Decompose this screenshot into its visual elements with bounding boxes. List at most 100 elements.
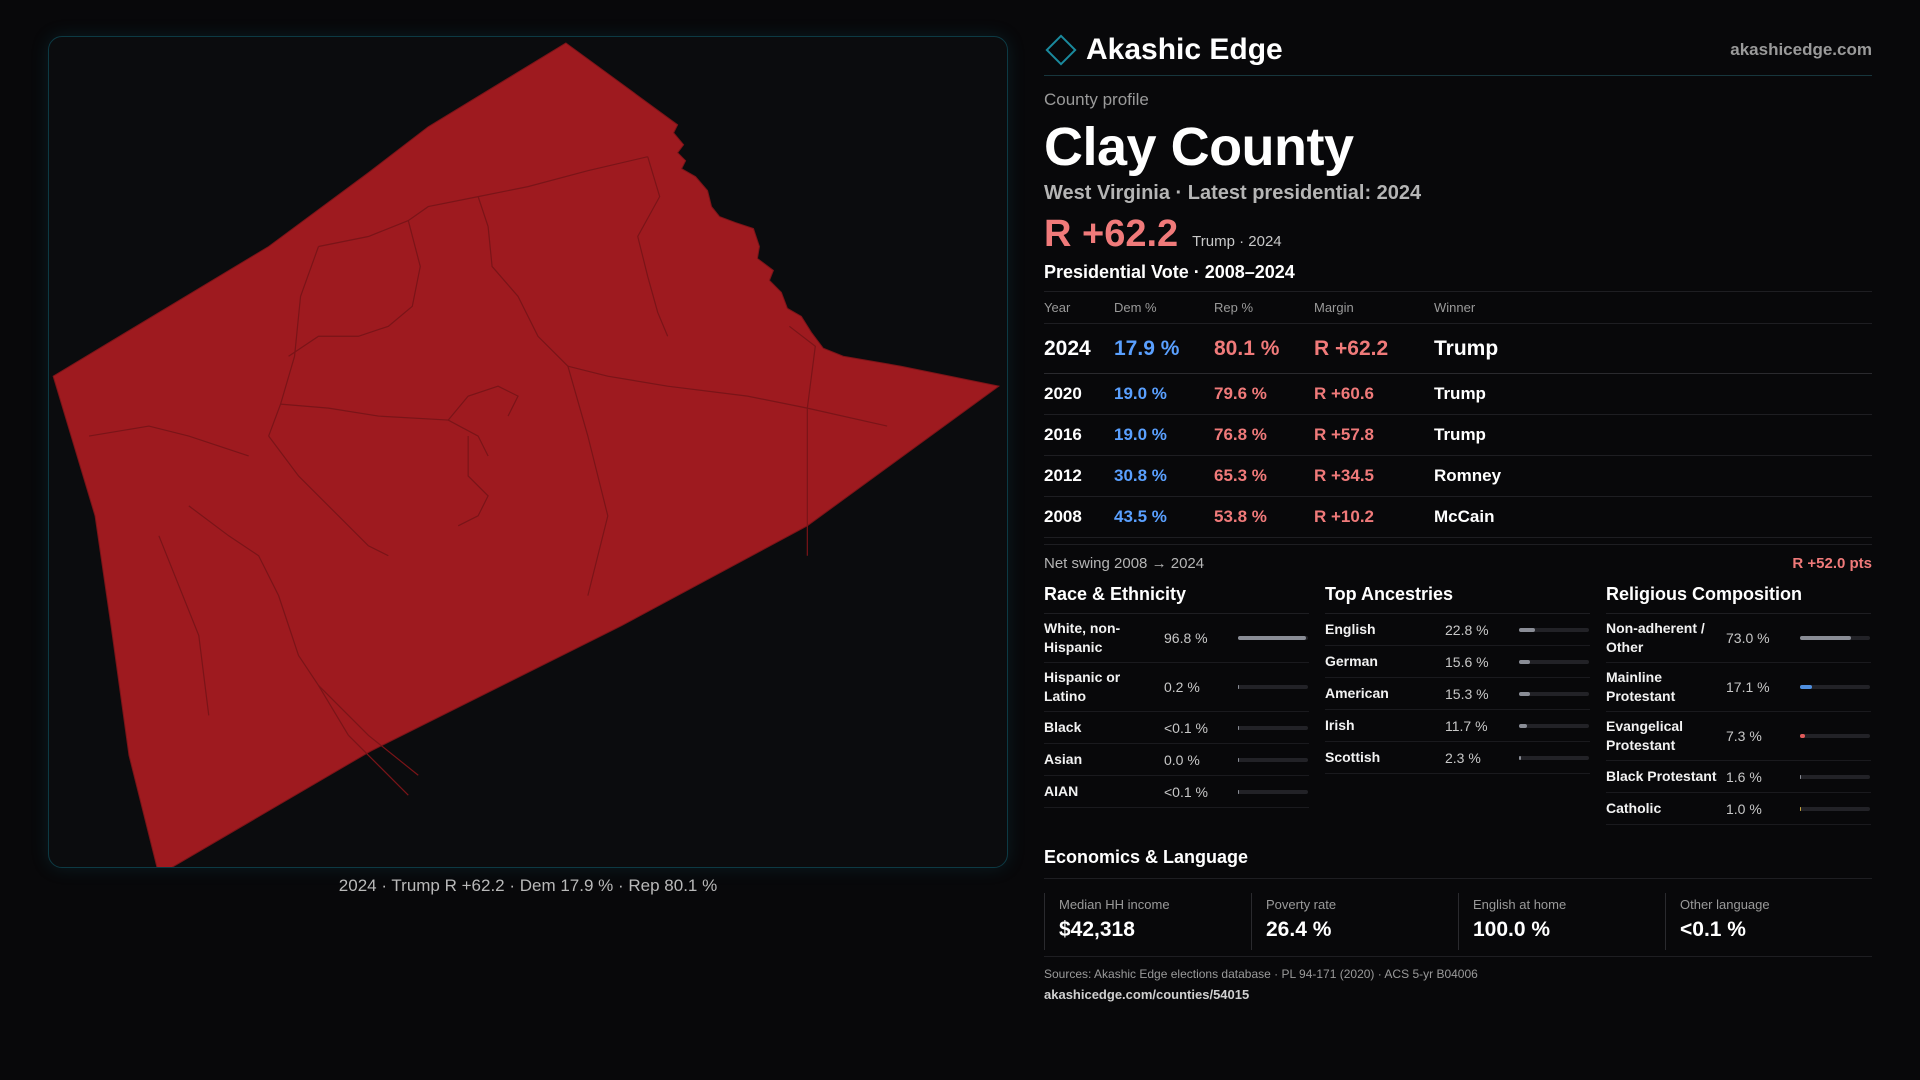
ancestry-value: 2.3 % bbox=[1445, 749, 1481, 766]
list-item: Mainline Protestant 17.1 % bbox=[1606, 663, 1871, 712]
religion-value: 17.1 % bbox=[1726, 679, 1770, 695]
stat-value: 26.4 % bbox=[1266, 918, 1332, 941]
table-header-row: Year Dem % Rep % Margin Winner bbox=[1044, 292, 1872, 324]
race-label: White, non-Hispanic bbox=[1044, 620, 1121, 655]
diamond-logo-icon bbox=[1045, 33, 1077, 66]
ancestry-bar bbox=[1519, 691, 1589, 696]
list-item: Black Protestant 1.6 % bbox=[1606, 761, 1871, 793]
list-item: White, non-Hispanic 96.8 % bbox=[1044, 614, 1309, 663]
stat-label: Median HH income bbox=[1059, 897, 1170, 912]
religion-bar-fill bbox=[1800, 685, 1812, 689]
race-value: <0.1 % bbox=[1164, 719, 1208, 736]
ancestry-bar bbox=[1519, 723, 1589, 728]
religion-bar-fill bbox=[1800, 806, 1802, 811]
religion-bar bbox=[1800, 734, 1870, 738]
brand-url-link[interactable]: akashicedge.com bbox=[1730, 39, 1872, 59]
county-shape[interactable] bbox=[52, 42, 1001, 867]
ancestry-bar bbox=[1519, 627, 1589, 632]
list-item: Asian 0.0 % bbox=[1044, 744, 1309, 776]
religion-bar bbox=[1800, 685, 1870, 689]
sources-note: Sources: Akashic Edge elections database… bbox=[1044, 967, 1478, 981]
economics-section: Economics & Language Median HH income $4… bbox=[1044, 847, 1872, 957]
cell-margin: R +62.2 bbox=[1314, 323, 1434, 374]
race-bar bbox=[1238, 757, 1308, 762]
religion-title: Religious Composition bbox=[1606, 584, 1871, 614]
list-item: Catholic 1.0 % bbox=[1606, 793, 1871, 825]
religion-bar bbox=[1800, 636, 1870, 640]
religion-bar bbox=[1800, 774, 1870, 779]
religion-label: Catholic bbox=[1606, 800, 1662, 816]
col-header-winner: Winner bbox=[1434, 292, 1872, 324]
race-bar bbox=[1238, 725, 1308, 730]
headline-note: Trump · 2024 bbox=[1192, 233, 1282, 250]
stat-label: English at home bbox=[1473, 897, 1567, 912]
permalink[interactable]: akashicedge.com/counties/54015 bbox=[1044, 987, 1250, 1002]
list-item: Evangelical Protestant 7.3 % bbox=[1606, 712, 1871, 761]
brand[interactable]: Akashic Edge bbox=[1044, 33, 1283, 67]
list-item: Scottish 2.3 % bbox=[1325, 742, 1590, 774]
race-bar bbox=[1238, 685, 1308, 689]
race-value: 96.8 % bbox=[1164, 630, 1208, 646]
cell-winner: Trump bbox=[1434, 414, 1872, 456]
demographics: Race & Ethnicity White, non-Hispanic 96.… bbox=[1044, 584, 1872, 825]
stat-other-language: Other language <0.1 % bbox=[1665, 893, 1872, 950]
cell-dem: 43.5 % bbox=[1114, 496, 1214, 538]
stat-english-at-home: English at home 100.0 % bbox=[1458, 893, 1665, 950]
profile-subtitle: West Virginia · Latest presidential: 202… bbox=[1044, 182, 1422, 204]
cell-year: 2008 bbox=[1044, 496, 1114, 538]
ancestry-value: 15.6 % bbox=[1445, 653, 1489, 670]
ancestry-value: 22.8 % bbox=[1445, 621, 1489, 638]
cell-rep: 65.3 % bbox=[1214, 455, 1314, 497]
stat-value: <0.1 % bbox=[1680, 918, 1746, 941]
religion-label: Mainline Protestant bbox=[1606, 669, 1676, 704]
presidential-vote-table: Year Dem % Rep % Margin Winner 2024 17.9… bbox=[1044, 292, 1872, 538]
race-ethnicity-section: Race & Ethnicity White, non-Hispanic 96.… bbox=[1044, 584, 1309, 825]
stat-label: Poverty rate bbox=[1266, 897, 1337, 912]
ancestry-value: 15.3 % bbox=[1445, 685, 1489, 702]
county-map[interactable] bbox=[49, 37, 1007, 867]
cell-year: 2024 bbox=[1044, 323, 1114, 374]
religion-value: 1.6 % bbox=[1726, 768, 1762, 785]
religion-bar-fill bbox=[1800, 636, 1852, 640]
ancestry-title: Top Ancestries bbox=[1325, 584, 1590, 614]
cell-rep: 80.1 % bbox=[1214, 323, 1314, 374]
county-map-panel[interactable] bbox=[48, 36, 1008, 868]
stat-median-income: Median HH income $42,318 bbox=[1044, 893, 1251, 950]
ancestry-value: 11.7 % bbox=[1445, 717, 1488, 734]
race-label: AIAN bbox=[1044, 783, 1079, 799]
cell-year: 2012 bbox=[1044, 455, 1114, 497]
ancestry-bar-fill bbox=[1519, 659, 1530, 664]
headline-result: R +62.2 Trump · 2024 bbox=[1044, 213, 1872, 256]
cell-dem: 19.0 % bbox=[1114, 414, 1214, 456]
list-item: Black <0.1 % bbox=[1044, 712, 1309, 744]
col-header-margin: Margin bbox=[1314, 292, 1434, 324]
ancestry-bar-fill bbox=[1519, 627, 1535, 632]
cell-winner: Trump bbox=[1434, 373, 1872, 415]
list-item: Irish 11.7 % bbox=[1325, 710, 1590, 742]
religion-label: Non-adherent / Other bbox=[1606, 620, 1705, 655]
cell-margin: R +57.8 bbox=[1314, 414, 1434, 456]
cell-year: 2020 bbox=[1044, 373, 1114, 415]
col-header-year: Year bbox=[1044, 292, 1114, 324]
table-row: 2016 19.0 % 76.8 % R +57.8 Trump bbox=[1044, 414, 1872, 456]
religion-value: 73.0 % bbox=[1726, 630, 1770, 646]
cell-winner: McCain bbox=[1434, 496, 1872, 538]
ancestry-label: Irish bbox=[1325, 717, 1355, 733]
religion-value: 1.0 % bbox=[1726, 800, 1762, 817]
race-label: Black bbox=[1044, 719, 1082, 735]
vote-table-title: Presidential Vote · 2008–2024 bbox=[1044, 262, 1872, 292]
race-bar-fill bbox=[1238, 636, 1306, 640]
net-swing: Net swing 2008 → 2024 R +52.0 pts bbox=[1044, 544, 1872, 572]
race-bar bbox=[1238, 636, 1308, 640]
religion-bar-fill bbox=[1800, 734, 1806, 738]
race-bar-fill bbox=[1238, 685, 1240, 689]
cell-rep: 76.8 % bbox=[1214, 414, 1314, 456]
list-item: English 22.8 % bbox=[1325, 614, 1590, 646]
page-title: Clay County bbox=[1044, 117, 1354, 177]
economics-grid: Median HH income $42,318 Poverty rate 26… bbox=[1044, 893, 1872, 950]
religion-bar-fill bbox=[1800, 774, 1802, 779]
table-row: 2024 17.9 % 80.1 % R +62.2 Trump bbox=[1044, 323, 1872, 374]
ancestry-bar bbox=[1519, 659, 1589, 664]
brand-header: Akashic Edge akashicedge.com bbox=[1044, 32, 1872, 76]
cell-winner: Romney bbox=[1434, 455, 1872, 497]
